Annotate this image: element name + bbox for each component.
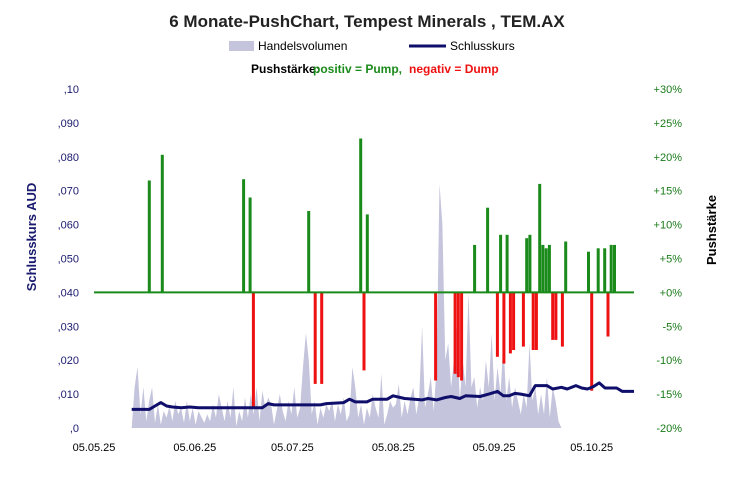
push-legend: Pushstärke: positiv = Pump, negativ = Du…: [251, 62, 499, 76]
pump-bar: [525, 238, 529, 293]
y-axis-left-title: Schlusskurs AUD: [24, 183, 39, 292]
dump-bar: [495, 292, 499, 357]
pump-bar: [609, 244, 613, 293]
dump-bar: [606, 292, 610, 337]
left-tick-label: ,020: [58, 355, 79, 367]
right-tick-label: +15%: [654, 186, 683, 198]
chart-title: 6 Monate-PushChart, Tempest Minerals , T…: [169, 12, 565, 31]
left-tick-label: ,040: [58, 287, 79, 299]
pump-bar: [538, 183, 542, 293]
right-tick-label: +25%: [654, 118, 683, 130]
left-tick-label: ,0: [70, 423, 79, 435]
right-tick-label: -5%: [662, 321, 682, 333]
pump-bar: [544, 248, 548, 293]
x-tick-label: 05.07.25: [271, 442, 314, 454]
x-tick-label: 05.05.25: [73, 442, 116, 454]
right-tick-label: +5%: [660, 254, 683, 266]
pump-bar: [248, 197, 252, 293]
left-tick-label: ,060: [58, 220, 79, 232]
right-tick-label: +10%: [654, 220, 683, 232]
x-axis-ticks: 05.05.25 05.06.25 05.07.25 05.08.25 05.09.25…: [73, 442, 614, 454]
right-tick-label: -10%: [656, 355, 682, 367]
pump-bar: [528, 234, 532, 293]
dump-bar: [313, 292, 317, 384]
left-tick-label: ,080: [58, 152, 79, 164]
x-tick-label: 05.06.25: [173, 442, 216, 454]
pump-bar: [473, 244, 477, 293]
legend-close-label: Schlusskurs: [450, 39, 515, 53]
pump-bar: [499, 234, 503, 293]
dump-bar: [453, 292, 457, 374]
pump-bar: [160, 154, 164, 293]
left-tick-label: ,090: [58, 118, 79, 130]
y-axis-right-title: Pushstärke: [704, 195, 719, 265]
pump-bar: [564, 241, 568, 293]
right-tick-label: -15%: [656, 389, 682, 401]
pump-bar: [486, 207, 490, 293]
pump-bar: [307, 211, 311, 293]
dump-bar: [434, 292, 438, 381]
push-bars: [147, 138, 616, 408]
dump-bar: [560, 292, 564, 347]
dump-bar: [508, 292, 512, 354]
pump-bar: [587, 251, 590, 293]
close-line-path: [131, 381, 634, 411]
pump-bar: [147, 180, 151, 293]
dump-bar: [460, 292, 464, 381]
right-tick-label: +20%: [654, 152, 683, 164]
dump-bar: [534, 292, 538, 350]
dump-bar: [551, 292, 555, 340]
dump-bar: [251, 292, 255, 408]
pump-bar: [547, 244, 551, 293]
pump-bar: [541, 244, 545, 293]
right-axis-ticks: -20% -15% -10% -5% +0% +5% +10% +15% +20% +25% +30…: [654, 84, 683, 435]
legend-volume-swatch: [229, 41, 254, 51]
pump-bar: [505, 234, 509, 293]
dump-bar: [362, 292, 366, 371]
dump-bar: [512, 292, 516, 350]
push-label-positive: positiv = Pump,: [313, 62, 402, 76]
dump-bar: [531, 292, 535, 350]
left-tick-label: ,070: [58, 186, 79, 198]
left-tick-label: ,10: [64, 84, 79, 96]
pump-bar: [603, 248, 607, 293]
pump-bar: [359, 138, 363, 293]
left-tick-label: ,010: [58, 389, 79, 401]
pump-bar: [242, 179, 246, 293]
x-tick-label: 05.08.25: [372, 442, 415, 454]
right-tick-label: -20%: [656, 423, 682, 435]
right-tick-label: +0%: [660, 287, 683, 299]
pump-bar: [365, 214, 369, 293]
x-tick-label: 05.09.25: [473, 442, 516, 454]
pump-bar: [613, 244, 616, 293]
dump-bar: [502, 292, 506, 364]
dump-bar: [590, 292, 594, 391]
legend: Handelsvolumen Schlusskurs: [229, 39, 515, 53]
left-axis-ticks: ,0 ,010 ,020 ,030 ,040 ,050 ,060 ,070 ,080 ,090 ,1…: [58, 84, 79, 435]
dump-bar: [554, 292, 558, 340]
pump-bar: [596, 248, 600, 293]
close-price-line: [131, 381, 634, 411]
left-tick-label: ,050: [58, 254, 79, 266]
legend-volume-label: Handelsvolumen: [258, 39, 347, 53]
dump-bar: [320, 292, 324, 384]
push-label-prefix: Pushstärke:: [251, 62, 320, 76]
dump-bar: [521, 292, 525, 347]
x-tick-label: 05.10.25: [570, 442, 613, 454]
left-tick-label: ,030: [58, 321, 79, 333]
right-tick-label: +30%: [654, 84, 683, 96]
dump-bar: [456, 292, 460, 378]
push-label-negative: negativ = Dump: [409, 62, 499, 76]
